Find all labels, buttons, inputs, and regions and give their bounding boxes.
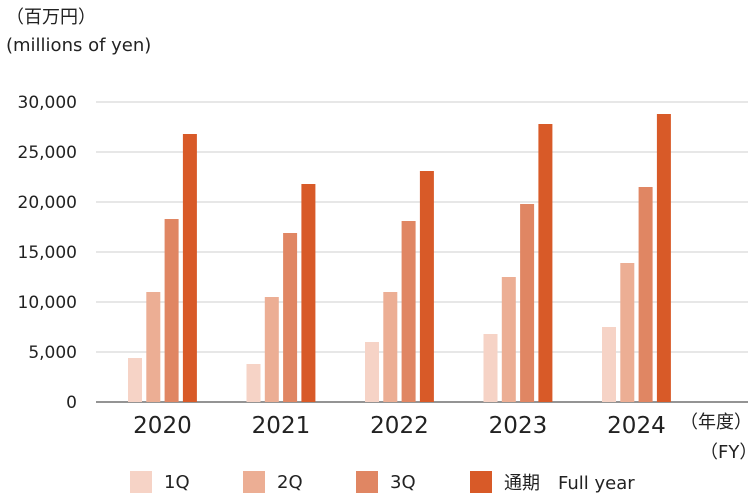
- bar-2021-s4: [301, 184, 316, 402]
- x-tick-label: 2024: [607, 413, 666, 439]
- y-tick-label: 25,000: [18, 143, 77, 163]
- bar-2020-s4: [182, 134, 197, 402]
- bar-2023-s1: [483, 334, 498, 402]
- bar-2022-s1: [365, 342, 379, 402]
- y-axis-ticks: 0 5,000 10,000 15,000 20,000 25,000 30,000: [18, 93, 77, 413]
- unit-label-en: (millions of yen): [6, 35, 152, 56]
- x-tick-label: 2023: [489, 413, 548, 439]
- legend-label-1q: 1Q: [164, 471, 190, 493]
- bar-2024-s3: [638, 187, 653, 402]
- legend-swatch-2q: [243, 471, 265, 493]
- fy-label-ja: （年度）: [680, 412, 750, 433]
- x-axis-ticks: 2020 2021 2022 2023 2024: [133, 413, 666, 439]
- bar-2022-s2: [383, 292, 398, 402]
- legend-label-2q: 2Q: [277, 471, 303, 493]
- bar-2021-s3: [283, 233, 298, 402]
- legend-swatch-3q: [356, 471, 378, 493]
- legend-item-full-year: 通期 Full year: [470, 468, 635, 496]
- legend-swatch-1q: [130, 471, 152, 493]
- unit-label-ja: （百万円）: [6, 7, 96, 28]
- bar-2020-s2: [146, 292, 161, 402]
- bar-2021-s2: [264, 297, 279, 402]
- bars: [128, 114, 671, 402]
- legend-item-2q: 2Q: [243, 468, 303, 496]
- bar-2023-s4: [538, 124, 553, 402]
- legend-item-1q: 1Q: [130, 468, 190, 496]
- bar-2024-s2: [620, 263, 635, 402]
- bar-2022-s3: [401, 221, 416, 402]
- legend-label-full-year: 通期 Full year: [504, 473, 635, 494]
- bar-2022-s4: [419, 171, 434, 402]
- y-tick-label: 10,000: [18, 293, 77, 313]
- legend-item-3q: 3Q: [356, 468, 416, 496]
- bar-2023-s2: [501, 277, 516, 402]
- y-tick-label: 20,000: [18, 193, 77, 213]
- bar-2021-s1: [246, 364, 261, 402]
- bar-2020-s3: [164, 219, 179, 402]
- legend-swatch-full-year: [470, 471, 492, 493]
- y-tick-label: 0: [66, 393, 77, 413]
- bar-2023-s3: [520, 204, 535, 402]
- y-tick-label: 5,000: [28, 343, 77, 363]
- y-tick-label: 30,000: [18, 93, 77, 113]
- bar-2024-s4: [656, 114, 671, 402]
- x-tick-label: 2021: [252, 413, 311, 439]
- y-tick-label: 15,000: [18, 243, 77, 263]
- fy-label-en: （FY）: [700, 442, 750, 463]
- x-tick-label: 2020: [133, 413, 192, 439]
- bar-2024-s1: [602, 327, 616, 402]
- legend-label-3q: 3Q: [390, 471, 416, 493]
- x-tick-label: 2022: [370, 413, 429, 439]
- bar-2020-s1: [128, 358, 142, 402]
